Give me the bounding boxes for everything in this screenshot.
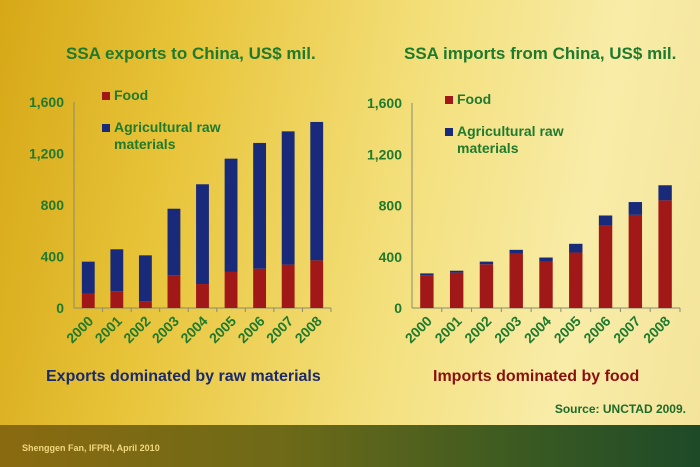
bar-agricultural bbox=[449, 270, 464, 273]
bar-food bbox=[479, 264, 494, 308]
bar-agricultural bbox=[81, 261, 95, 294]
left-chart-subtitle: Exports dominated by raw materials bbox=[46, 368, 321, 385]
bar-food bbox=[539, 261, 553, 308]
bar-agricultural bbox=[310, 121, 324, 261]
bar-food bbox=[253, 268, 267, 308]
bar-agricultural bbox=[569, 243, 583, 253]
bar-agricultural bbox=[281, 131, 295, 265]
bar-food bbox=[110, 291, 124, 308]
x-tick-label: 2005 bbox=[206, 313, 239, 346]
bar-agricultural bbox=[658, 185, 672, 201]
bar-agricultural bbox=[224, 158, 238, 272]
bar-food bbox=[658, 200, 672, 308]
right-chart-subtitle: Imports dominated by food bbox=[433, 368, 640, 385]
x-tick-label: 2006 bbox=[234, 313, 267, 346]
legend-swatch bbox=[445, 128, 453, 136]
bar-food bbox=[569, 252, 583, 308]
x-tick-label: 2002 bbox=[461, 313, 494, 346]
bar-food bbox=[224, 271, 238, 308]
bar-agricultural bbox=[628, 202, 643, 215]
bar-agricultural bbox=[509, 249, 523, 254]
footer-bar: Shenggen Fan, IFPRI, April 2010 bbox=[0, 425, 700, 467]
x-tick-label: 2004 bbox=[521, 313, 554, 346]
legend-swatch bbox=[445, 96, 453, 104]
y-tick-label: 1,600 bbox=[367, 95, 402, 111]
y-tick-label: 400 bbox=[41, 249, 65, 265]
y-tick-label: 400 bbox=[379, 249, 403, 265]
x-tick-label: 2008 bbox=[291, 313, 324, 346]
x-tick-label: 2002 bbox=[120, 313, 153, 346]
y-tick-label: 1,600 bbox=[29, 94, 64, 110]
bar-food bbox=[628, 214, 643, 308]
bar-food bbox=[167, 275, 181, 308]
y-tick-label: 1,200 bbox=[29, 146, 64, 162]
bar-food bbox=[449, 272, 464, 308]
x-tick-label: 2007 bbox=[263, 313, 296, 346]
legend-label: Agricultural raw bbox=[114, 119, 221, 135]
x-tick-label: 2008 bbox=[640, 313, 673, 346]
bar-food bbox=[281, 264, 295, 308]
x-tick-label: 2001 bbox=[92, 313, 125, 346]
bar-food bbox=[598, 225, 613, 308]
footer-text: Shenggen Fan, IFPRI, April 2010 bbox=[22, 443, 160, 453]
x-tick-label: 2007 bbox=[610, 313, 643, 346]
bar-food bbox=[509, 253, 523, 308]
bar-agricultural bbox=[196, 184, 209, 285]
x-tick-label: 2003 bbox=[149, 313, 182, 346]
x-tick-label: 2001 bbox=[431, 313, 464, 346]
bar-food bbox=[310, 260, 324, 308]
y-tick-label: 800 bbox=[41, 197, 65, 213]
x-tick-label: 2000 bbox=[63, 313, 96, 346]
bar-food bbox=[138, 301, 152, 308]
bar-food bbox=[81, 293, 95, 308]
legend-label: Food bbox=[457, 91, 491, 107]
left-chart-title: SSA exports to China, US$ mil. bbox=[66, 44, 316, 63]
x-tick-label: 2006 bbox=[580, 313, 613, 346]
bar-food bbox=[196, 284, 209, 308]
x-tick-label: 2005 bbox=[551, 313, 584, 346]
x-tick-label: 2000 bbox=[402, 313, 435, 346]
y-tick-label: 800 bbox=[379, 198, 403, 214]
bar-agricultural bbox=[167, 208, 181, 276]
bar-agricultural bbox=[110, 249, 124, 292]
legend-label: materials bbox=[457, 140, 519, 156]
source-note: Source: UNCTAD 2009. bbox=[554, 402, 686, 416]
legend-label: materials bbox=[114, 136, 176, 152]
bar-agricultural bbox=[598, 215, 613, 226]
bar-agricultural bbox=[539, 257, 553, 262]
bar-agricultural bbox=[138, 255, 152, 302]
legend-label: Agricultural raw bbox=[457, 123, 564, 139]
legend-label: Food bbox=[114, 87, 148, 103]
bar-food bbox=[420, 275, 434, 308]
x-tick-label: 2003 bbox=[491, 313, 524, 346]
right-chart-title: SSA imports from China, US$ mil. bbox=[404, 44, 677, 63]
y-tick-label: 0 bbox=[56, 300, 64, 316]
bar-agricultural bbox=[420, 273, 434, 276]
y-tick-label: 0 bbox=[394, 300, 402, 316]
bar-agricultural bbox=[479, 261, 494, 265]
legend-swatch bbox=[102, 92, 110, 100]
x-tick-label: 2004 bbox=[177, 313, 210, 346]
legend-swatch bbox=[102, 124, 110, 132]
y-tick-label: 1,200 bbox=[367, 146, 402, 162]
bar-agricultural bbox=[253, 142, 267, 269]
